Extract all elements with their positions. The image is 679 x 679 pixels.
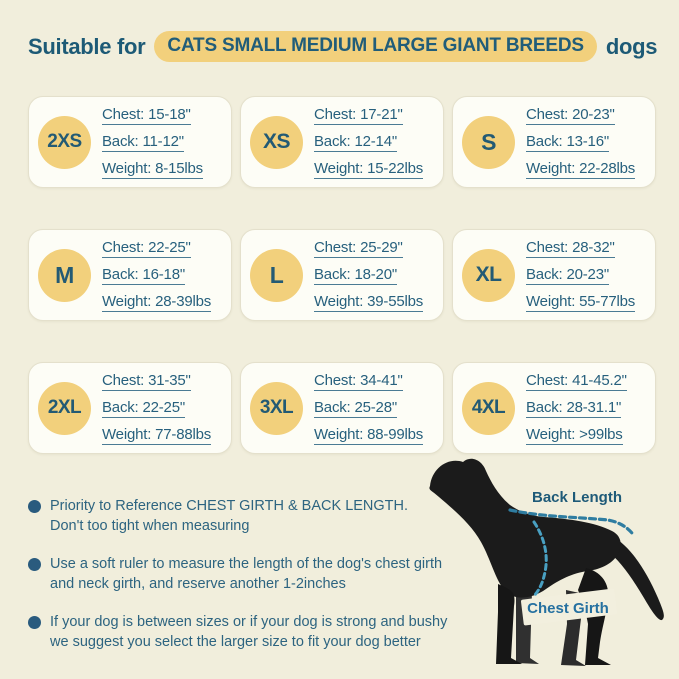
- weight-spec: Weight: 55-77lbs: [526, 292, 636, 312]
- chest-spec: Chest: 25-29": [314, 238, 403, 258]
- chest-spec: Chest: 15-18": [102, 105, 191, 125]
- weight-spec: Weight: 22-28lbs: [526, 159, 636, 179]
- size-specs: Chest: 25-29" Back: 18-20" Weight: 39-55…: [314, 239, 423, 312]
- back-spec: Back: 16-18": [102, 265, 185, 285]
- back-spec: Back: 22-25": [102, 398, 185, 418]
- header-highlight-pill: CATS SMALL MEDIUM LARGE GIANT BREEDS: [154, 31, 597, 62]
- tip-line: Don't too tight when measuring: [50, 518, 250, 534]
- measuring-tips: Priority to Reference CHEST GIRTH & BACK…: [28, 496, 447, 670]
- size-badge: 2XS: [38, 115, 91, 169]
- size-badge: L: [250, 248, 303, 302]
- bullet-dot-icon: [28, 500, 41, 513]
- weight-spec: Weight: >99lbs: [526, 425, 623, 445]
- dog-silhouette-illustration: Back Length Chest Girth: [429, 458, 664, 666]
- chest-girth-label: Chest Girth: [527, 600, 609, 617]
- tip-line: and neck girth, and reserve another 1-2i…: [50, 576, 346, 592]
- weight-spec: Weight: 28-39lbs: [102, 292, 212, 312]
- weight-spec: Weight: 39-55lbs: [314, 292, 424, 312]
- header-banner: Suitable for CATS SMALL MEDIUM LARGE GIA…: [28, 31, 658, 62]
- tip-text: If your dog is between sizes or if your …: [50, 612, 447, 652]
- size-badge: 3XL: [250, 381, 303, 435]
- bullet-dot-icon: [28, 616, 41, 629]
- size-badge: 2XL: [38, 381, 91, 435]
- size-card-2xs: 2XS Chest: 15-18" Back: 11-12" Weight: 8…: [28, 96, 232, 188]
- tip-item: If your dog is between sizes or if your …: [28, 612, 447, 652]
- size-specs: Chest: 28-32" Back: 20-23" Weight: 55-77…: [526, 239, 635, 312]
- size-card-xs: XS Chest: 17-21" Back: 12-14" Weight: 15…: [240, 96, 444, 188]
- header-prefix: Suitable for: [28, 33, 146, 59]
- size-specs: Chest: 17-21" Back: 12-14" Weight: 15-22…: [314, 106, 423, 179]
- tip-line: If your dog is between sizes or if your …: [50, 614, 448, 630]
- size-badge: XL: [462, 248, 515, 302]
- size-card-3xl: 3XL Chest: 34-41" Back: 25-28" Weight: 8…: [240, 362, 444, 454]
- tip-text: Use a soft ruler to measure the length o…: [50, 554, 442, 594]
- size-badge: S: [462, 115, 515, 169]
- size-chart-grid: 2XS Chest: 15-18" Back: 11-12" Weight: 8…: [28, 96, 656, 454]
- dog-measurement-diagram: Back Length Chest Girth: [418, 452, 676, 678]
- chest-spec: Chest: 28-32": [526, 238, 615, 258]
- tip-line: Use a soft ruler to measure the length o…: [50, 556, 443, 572]
- size-card-xl: XL Chest: 28-32" Back: 20-23" Weight: 55…: [452, 229, 656, 321]
- size-specs: Chest: 41-45.2" Back: 28-31.1" Weight: >…: [526, 372, 627, 445]
- tip-line: Priority to Reference CHEST GIRTH & BACK…: [50, 498, 409, 514]
- back-spec: Back: 28-31.1": [526, 398, 622, 418]
- back-length-dashed-line: [508, 508, 636, 538]
- bullet-dot-icon: [28, 558, 41, 571]
- back-spec: Back: 20-23": [526, 265, 609, 285]
- chest-girth-tag: [520, 588, 618, 626]
- chest-spec: Chest: 20-23": [526, 105, 615, 125]
- size-card-l: L Chest: 25-29" Back: 18-20" Weight: 39-…: [240, 229, 444, 321]
- tip-item: Priority to Reference CHEST GIRTH & BACK…: [28, 496, 447, 536]
- back-spec: Back: 11-12": [102, 132, 184, 152]
- size-card-4xl: 4XL Chest: 41-45.2" Back: 28-31.1" Weigh…: [452, 362, 656, 454]
- chest-spec: Chest: 31-35": [102, 371, 191, 391]
- back-spec: Back: 13-16": [526, 132, 609, 152]
- size-badge: 4XL: [462, 381, 515, 435]
- weight-spec: Weight: 77-88lbs: [102, 425, 212, 445]
- size-specs: Chest: 20-23" Back: 13-16" Weight: 22-28…: [526, 106, 635, 179]
- back-spec: Back: 18-20": [314, 265, 397, 285]
- chest-girth-dashed-line: [532, 520, 548, 598]
- back-length-label: Back Length: [532, 489, 622, 506]
- back-spec: Back: 25-28": [314, 398, 397, 418]
- size-badge: XS: [250, 115, 303, 169]
- chest-spec: Chest: 17-21": [314, 105, 403, 125]
- chest-spec: Chest: 22-25": [102, 238, 191, 258]
- tip-item: Use a soft ruler to measure the length o…: [28, 554, 447, 594]
- back-spec: Back: 12-14": [314, 132, 397, 152]
- size-specs: Chest: 15-18" Back: 11-12" Weight: 8-15l…: [102, 106, 203, 179]
- chest-spec: Chest: 41-45.2": [526, 371, 627, 391]
- size-specs: Chest: 31-35" Back: 22-25" Weight: 77-88…: [102, 372, 211, 445]
- size-card-2xl: 2XL Chest: 31-35" Back: 22-25" Weight: 7…: [28, 362, 232, 454]
- size-badge: M: [38, 248, 91, 302]
- size-card-s: S Chest: 20-23" Back: 13-16" Weight: 22-…: [452, 96, 656, 188]
- weight-spec: Weight: 8-15lbs: [102, 159, 203, 179]
- weight-spec: Weight: 88-99lbs: [314, 425, 424, 445]
- header-suffix: dogs: [605, 33, 658, 59]
- tip-line: we suggest you select the larger size to…: [50, 634, 421, 650]
- chest-spec: Chest: 34-41": [314, 371, 403, 391]
- size-specs: Chest: 34-41" Back: 25-28" Weight: 88-99…: [314, 372, 423, 445]
- weight-spec: Weight: 15-22lbs: [314, 159, 424, 179]
- size-specs: Chest: 22-25" Back: 16-18" Weight: 28-39…: [102, 239, 211, 312]
- tip-text: Priority to Reference CHEST GIRTH & BACK…: [50, 496, 408, 536]
- size-card-m: M Chest: 22-25" Back: 16-18" Weight: 28-…: [28, 229, 232, 321]
